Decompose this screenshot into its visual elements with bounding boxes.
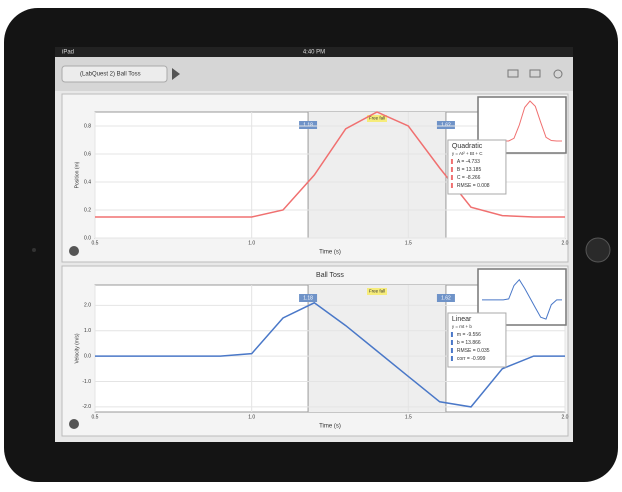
selection-value: 1.18 [303, 295, 313, 301]
fit-param: A = -4.733 [457, 159, 480, 165]
fit-param: m = -9.556 [457, 332, 481, 338]
selection-tag [299, 294, 318, 302]
selection-label-box [367, 288, 387, 295]
info-button[interactable] [69, 246, 79, 256]
x-tick-label: 2.0 [562, 240, 569, 246]
experiment-title: (LabQuest 2) Ball Toss [80, 72, 141, 78]
x-tick-label: 1.5 [405, 414, 412, 420]
y-tick-label: 0.4 [84, 179, 91, 185]
param-swatch [450, 183, 453, 188]
x-tick-label: 0.5 [92, 240, 99, 246]
y-tick-label: 2.0 [84, 303, 91, 309]
x-axis-label: Time (s) [319, 424, 341, 430]
selection-label: Free fall [369, 289, 385, 294]
fit-box [447, 312, 507, 368]
x-tick-label: 1.0 [248, 240, 255, 246]
selection-region [308, 285, 446, 412]
x-tick-label: 1.0 [248, 414, 255, 420]
y-axis-label: Position (m) [74, 161, 80, 188]
fit-param: B = 13.185 [457, 167, 482, 173]
selection-tag [299, 121, 318, 129]
y-axis-label: Velocity (m/s) [74, 333, 80, 363]
selection-tag [436, 121, 455, 129]
selection-label-box [367, 115, 387, 122]
param-swatch [450, 340, 453, 345]
fit-param: b = 13.866 [457, 340, 481, 346]
experiment-button[interactable] [61, 65, 168, 83]
y-tick-label: 0.6 [84, 151, 91, 157]
fit-box [447, 139, 507, 195]
x-tick-label: 0.5 [92, 414, 99, 420]
home-button[interactable] [585, 237, 611, 263]
selection-tag [436, 294, 455, 302]
fit-param: corr = -0.999 [457, 356, 486, 362]
x-tick-label: 1.5 [405, 240, 412, 246]
clock: 4:40 PM [303, 50, 325, 56]
selection-label: Free fall [369, 116, 385, 121]
x-tick-label: 2.0 [562, 414, 569, 420]
fit-param: RMSE = 0.035 [457, 348, 490, 354]
selection-region [308, 112, 446, 238]
camera [32, 248, 36, 252]
y-tick-label: 0.0 [84, 235, 91, 241]
x-axis-label: Time (s) [319, 250, 341, 256]
chart-title: Ball Toss [316, 272, 344, 279]
status-bar [55, 47, 573, 57]
y-tick-label: 1.0 [84, 328, 91, 334]
data-line [95, 111, 565, 218]
param-swatch [450, 159, 453, 164]
fit-equation: y = mt + b [452, 324, 473, 329]
data-line [95, 301, 565, 408]
param-swatch [450, 348, 453, 353]
tool-icon[interactable] [529, 69, 541, 78]
fit-title: Quadratic [452, 143, 483, 150]
selection-value: 1.18 [303, 122, 313, 128]
overview-line [482, 278, 562, 320]
y-tick-label: 0.0 [84, 353, 91, 359]
device-name: iPad [62, 50, 74, 56]
tool-icon[interactable] [507, 69, 519, 78]
y-tick-label: -1.0 [82, 379, 91, 385]
param-swatch [450, 175, 453, 180]
y-tick-label: 0.2 [84, 207, 91, 213]
selection-value: 1.62 [441, 122, 451, 128]
param-swatch [450, 332, 453, 337]
param-swatch [450, 356, 453, 361]
settings-icon[interactable] [553, 69, 563, 79]
param-swatch [450, 167, 453, 172]
fit-param: C = -8.266 [457, 175, 481, 181]
selection-value: 1.62 [441, 295, 451, 301]
fit-equation: y = At² + Bt + C [452, 151, 483, 156]
fit-title: Linear [452, 316, 472, 323]
info-button[interactable] [69, 419, 79, 429]
play-button[interactable] [172, 68, 180, 80]
fit-param: RMSE = 0.008 [457, 183, 490, 189]
y-tick-label: -2.0 [82, 404, 91, 410]
y-tick-label: 0.8 [84, 123, 91, 129]
